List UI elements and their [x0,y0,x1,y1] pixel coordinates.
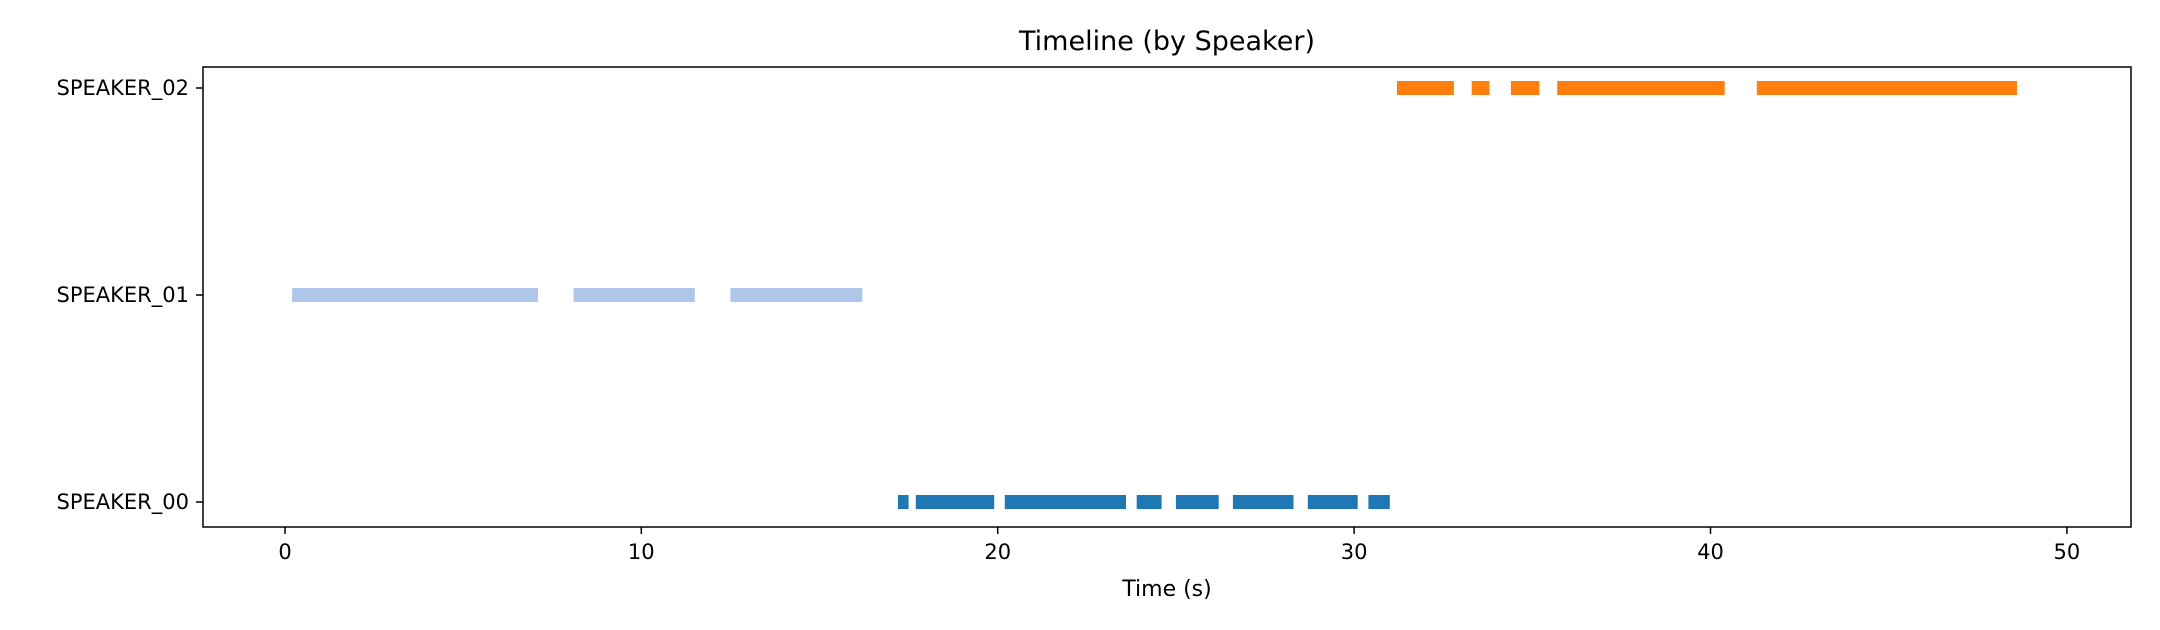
segment-speaker-02-4 [1756,81,2017,95]
segment-speaker-00-4 [1175,495,1219,509]
x-tick-label-10: 10 [628,540,655,564]
x-tick-label-30: 30 [1341,540,1368,564]
segment-speaker-00-0 [897,495,909,509]
x-tick-label-50: 50 [2054,540,2081,564]
segment-speaker-01-2 [730,288,863,302]
segment-speaker-01-1 [573,288,695,302]
segment-speaker-02-1 [1471,81,1490,95]
y-tick-label-speaker-00: SPEAKER_00 [57,490,189,515]
x-tick-label-20: 20 [984,540,1011,564]
segments-layer [292,81,2017,509]
x-axis-label: Time (s) [1121,577,1211,602]
segment-speaker-00-6 [1307,495,1358,509]
segment-speaker-00-2 [1004,495,1126,509]
segment-speaker-00-5 [1232,495,1294,509]
segment-speaker-01-0 [292,288,538,302]
segment-speaker-00-7 [1368,495,1390,509]
axes-layer: 0 10 20 30 40 50 SPEAKER_00 SPEAKER_01 SPEAKER_0… [57,76,2081,564]
x-tick-label-0: 0 [278,540,291,564]
segment-speaker-00-1 [915,495,995,509]
segment-speaker-02-2 [1510,81,1540,95]
x-tick-label-40: 40 [1697,540,1724,564]
segment-speaker-02-0 [1396,81,1454,95]
plot-area-frame [202,66,2132,528]
segment-speaker-00-3 [1136,495,1162,509]
y-tick-label-speaker-02: SPEAKER_02 [57,76,189,101]
y-tick-label-speaker-01: SPEAKER_01 [57,283,189,308]
segment-speaker-02-3 [1557,81,1725,95]
chart-title: Timeline (by Speaker) [1018,26,1315,57]
